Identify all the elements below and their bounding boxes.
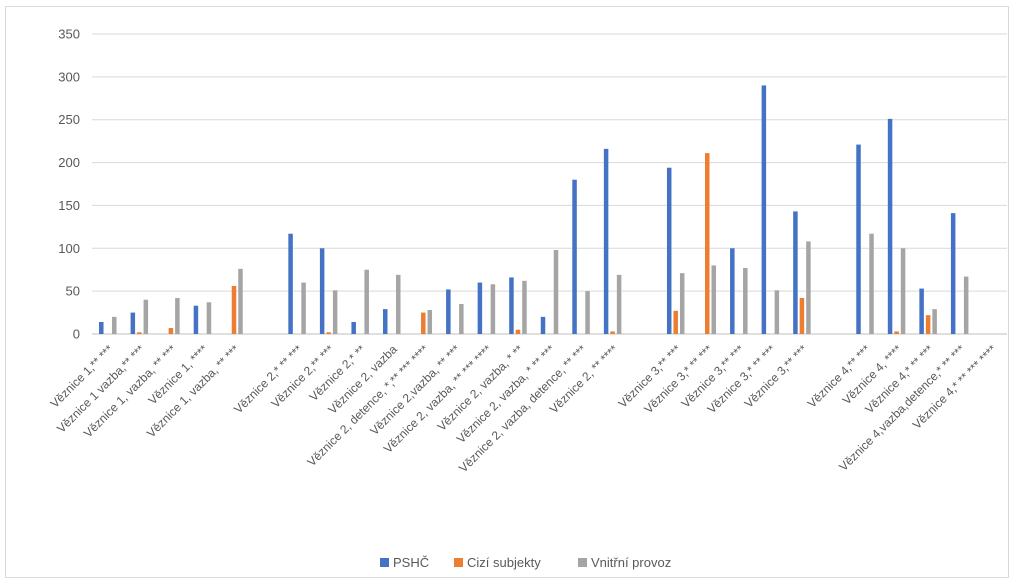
bar bbox=[231, 286, 237, 334]
bar bbox=[950, 213, 956, 334]
y-tick-label: 150 bbox=[58, 198, 80, 213]
bar bbox=[540, 316, 546, 334]
bar bbox=[490, 284, 496, 334]
bar bbox=[806, 241, 811, 334]
bar bbox=[585, 291, 590, 334]
bar bbox=[112, 316, 117, 334]
bar bbox=[894, 331, 899, 334]
bar bbox=[168, 328, 174, 334]
bar bbox=[288, 233, 293, 334]
bar bbox=[919, 288, 924, 334]
bar bbox=[193, 305, 199, 334]
bar bbox=[610, 331, 615, 334]
bar bbox=[137, 332, 142, 334]
y-tick-label: 0 bbox=[73, 327, 80, 342]
bar bbox=[99, 322, 104, 334]
y-tick-label: 100 bbox=[58, 241, 80, 256]
bar bbox=[730, 248, 735, 334]
y-tick-label: 250 bbox=[58, 112, 80, 127]
bar bbox=[925, 315, 931, 334]
bar bbox=[774, 290, 780, 334]
bar bbox=[553, 250, 559, 334]
bar bbox=[743, 268, 748, 334]
bar bbox=[509, 277, 514, 334]
bar bbox=[711, 265, 717, 334]
bar bbox=[705, 153, 710, 334]
bar bbox=[477, 282, 483, 334]
bar bbox=[130, 312, 136, 334]
bar bbox=[326, 332, 331, 334]
bar bbox=[427, 310, 433, 334]
bar bbox=[761, 85, 767, 334]
bar bbox=[238, 268, 243, 334]
legend-swatch bbox=[380, 558, 389, 567]
bar bbox=[572, 179, 577, 334]
bar bbox=[332, 290, 338, 334]
legend-swatch bbox=[578, 558, 587, 567]
bar bbox=[603, 148, 609, 334]
bar bbox=[395, 274, 401, 334]
bar bbox=[666, 167, 672, 334]
bar bbox=[799, 298, 805, 334]
bar bbox=[856, 144, 861, 334]
bar bbox=[175, 298, 180, 334]
bar bbox=[793, 211, 798, 334]
bar bbox=[351, 322, 356, 334]
bar bbox=[932, 309, 937, 334]
bar bbox=[673, 310, 678, 334]
y-tick-label: 350 bbox=[58, 27, 80, 42]
bar bbox=[459, 304, 464, 334]
bar bbox=[616, 274, 622, 334]
bar bbox=[963, 276, 969, 334]
chart-area bbox=[5, 6, 1009, 578]
bar bbox=[143, 299, 149, 334]
y-tick-label: 200 bbox=[58, 155, 80, 170]
bar bbox=[364, 269, 369, 334]
bar bbox=[382, 309, 388, 334]
legend-label: Vnitřní provoz bbox=[591, 555, 671, 570]
bar bbox=[319, 248, 325, 334]
bar bbox=[515, 329, 521, 334]
bar bbox=[900, 248, 906, 334]
legend-label: Cizí subjekty bbox=[467, 555, 541, 570]
bar bbox=[421, 312, 426, 334]
bar bbox=[301, 282, 306, 334]
legend-swatch bbox=[454, 558, 463, 567]
legend-label: PSHČ bbox=[393, 555, 429, 570]
bar bbox=[679, 273, 685, 334]
y-tick-label: 300 bbox=[58, 69, 80, 84]
bar bbox=[446, 289, 451, 334]
bar bbox=[206, 302, 212, 334]
bar bbox=[869, 233, 874, 334]
bar bbox=[887, 118, 893, 334]
y-tick-label: 50 bbox=[66, 284, 80, 299]
bar bbox=[522, 280, 527, 334]
